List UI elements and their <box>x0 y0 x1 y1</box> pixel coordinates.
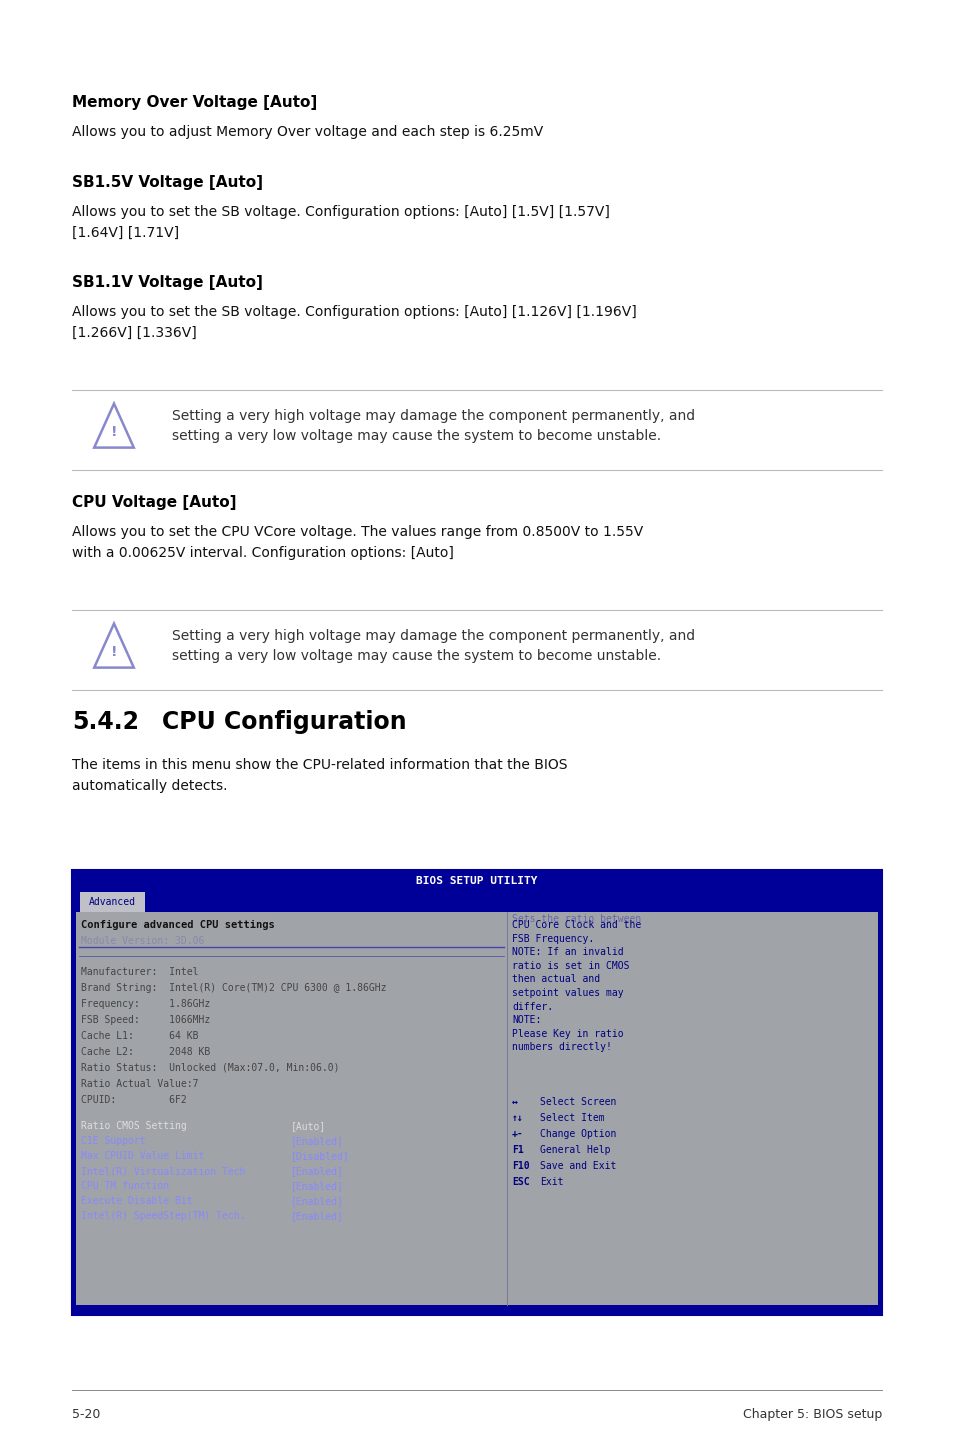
Text: [Auto]: [Auto] <box>291 1122 326 1132</box>
Text: Advanced: Advanced <box>89 897 135 907</box>
Bar <box>76 912 877 1306</box>
Text: F1: F1 <box>512 1145 523 1155</box>
Text: Allows you to set the SB voltage. Configuration options: [Auto] [1.126V] [1.196V: Allows you to set the SB voltage. Config… <box>71 305 636 339</box>
Text: ↑↓: ↑↓ <box>512 1113 523 1123</box>
Text: Save and Exit: Save and Exit <box>539 1160 616 1171</box>
Text: Allows you to set the SB voltage. Configuration options: [Auto] [1.5V] [1.57V]
[: Allows you to set the SB voltage. Config… <box>71 206 609 240</box>
Text: Select Screen: Select Screen <box>539 1097 616 1107</box>
Text: Sets the ratio between: Sets the ratio between <box>512 915 640 925</box>
Text: Setting a very high voltage may damage the component permanently, and
setting a : Setting a very high voltage may damage t… <box>172 628 695 663</box>
Text: F10: F10 <box>512 1160 529 1171</box>
Text: Ratio CMOS Setting: Ratio CMOS Setting <box>81 1122 187 1132</box>
Text: [Enabled]: [Enabled] <box>291 1196 343 1206</box>
Text: Select Item: Select Item <box>539 1113 604 1123</box>
Text: Exit: Exit <box>539 1176 563 1186</box>
Text: CPU Core Clock and the
FSB Frequency.
NOTE: If an invalid
ratio is set in CMOS
t: CPU Core Clock and the FSB Frequency. NO… <box>512 920 640 1053</box>
Text: Change Option: Change Option <box>539 1129 616 1139</box>
Text: BIOS SETUP UTILITY: BIOS SETUP UTILITY <box>416 876 537 886</box>
Text: FSB Speed:     1066MHz: FSB Speed: 1066MHz <box>81 1015 210 1025</box>
Text: CPU Configuration: CPU Configuration <box>162 710 406 733</box>
Text: CPU Voltage [Auto]: CPU Voltage [Auto] <box>71 495 236 510</box>
Text: 5.4.2: 5.4.2 <box>71 710 139 733</box>
Bar <box>71 870 882 892</box>
Text: SB1.1V Voltage [Auto]: SB1.1V Voltage [Auto] <box>71 275 263 290</box>
Text: CPU TM function: CPU TM function <box>81 1181 169 1191</box>
Text: The items in this menu show the CPU-related information that the BIOS
automatica: The items in this menu show the CPU-rela… <box>71 758 567 792</box>
Text: General Help: General Help <box>539 1145 610 1155</box>
Bar <box>80 892 145 912</box>
Text: SB1.5V Voltage [Auto]: SB1.5V Voltage [Auto] <box>71 175 263 190</box>
Text: Cache L2:      2048 KB: Cache L2: 2048 KB <box>81 1047 210 1057</box>
Text: Memory Over Voltage [Auto]: Memory Over Voltage [Auto] <box>71 95 317 109</box>
Text: Execute Disable Bit: Execute Disable Bit <box>81 1196 193 1206</box>
Text: 5-20: 5-20 <box>71 1408 100 1421</box>
Text: Cache L1:      64 KB: Cache L1: 64 KB <box>81 1031 198 1041</box>
Text: Setting a very high voltage may damage the component permanently, and
setting a : Setting a very high voltage may damage t… <box>172 408 695 443</box>
Text: Allows you to set the CPU VCore voltage. The values range from 0.8500V to 1.55V
: Allows you to set the CPU VCore voltage.… <box>71 525 642 559</box>
Text: +-: +- <box>512 1129 523 1139</box>
Text: [Enabled]: [Enabled] <box>291 1166 343 1176</box>
Text: [Enabled]: [Enabled] <box>291 1211 343 1221</box>
Text: Allows you to adjust Memory Over voltage and each step is 6.25mV: Allows you to adjust Memory Over voltage… <box>71 125 542 139</box>
Text: CPUID:         6F2: CPUID: 6F2 <box>81 1094 187 1104</box>
Text: Ratio Status:  Unlocked (Max:07.0, Min:06.0): Ratio Status: Unlocked (Max:07.0, Min:06… <box>81 1063 339 1073</box>
Text: ESC: ESC <box>512 1176 529 1186</box>
Text: [Enabled]: [Enabled] <box>291 1181 343 1191</box>
Text: Max CPUID Value Limit: Max CPUID Value Limit <box>81 1150 204 1160</box>
Text: C1E Support: C1E Support <box>81 1136 146 1146</box>
Text: !: ! <box>111 646 117 659</box>
Text: Intel(R) Virtualization Tech: Intel(R) Virtualization Tech <box>81 1166 245 1176</box>
Text: !: ! <box>111 426 117 439</box>
Text: Configure advanced CPU settings: Configure advanced CPU settings <box>81 920 274 930</box>
Text: [Disabled]: [Disabled] <box>291 1150 350 1160</box>
Text: Intel(R) SpeedStep(TM) Tech.: Intel(R) SpeedStep(TM) Tech. <box>81 1211 245 1221</box>
Text: ↔: ↔ <box>512 1097 517 1107</box>
Text: Chapter 5: BIOS setup: Chapter 5: BIOS setup <box>742 1408 882 1421</box>
Text: [Enabled]: [Enabled] <box>291 1136 343 1146</box>
Text: Brand String:  Intel(R) Core(TM)2 CPU 6300 @ 1.86GHz: Brand String: Intel(R) Core(TM)2 CPU 630… <box>81 984 386 994</box>
Text: Module Version: 3D.06: Module Version: 3D.06 <box>81 936 204 946</box>
Text: Manufacturer:  Intel: Manufacturer: Intel <box>81 966 198 976</box>
Text: Frequency:     1.86GHz: Frequency: 1.86GHz <box>81 999 210 1009</box>
Bar <box>71 870 882 1314</box>
Text: Ratio Actual Value:7: Ratio Actual Value:7 <box>81 1078 198 1089</box>
